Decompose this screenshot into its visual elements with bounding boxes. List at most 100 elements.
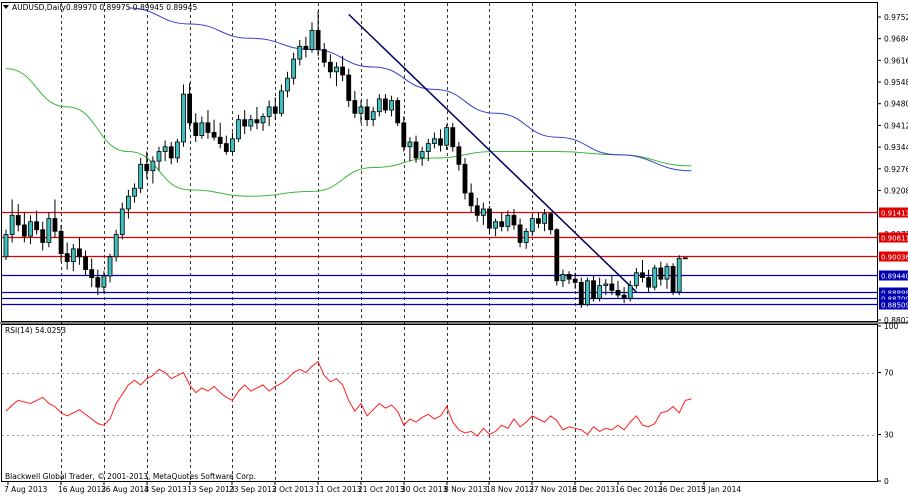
candle-body xyxy=(46,218,52,243)
candle-body xyxy=(144,163,150,172)
candle-body xyxy=(187,93,193,124)
candle-body xyxy=(174,141,180,159)
candle-body xyxy=(248,119,254,127)
candle-body xyxy=(554,229,560,282)
candle-body xyxy=(358,106,364,114)
candle-body xyxy=(395,100,401,124)
candle-body xyxy=(107,256,113,277)
symbol-header: AUDUSD,Daily 0.89970 0.89975 0.89945 0.8… xyxy=(3,3,197,12)
candle-body xyxy=(566,273,572,280)
candle-body xyxy=(560,273,566,282)
candle-body xyxy=(58,230,64,255)
chart-arrow-icon xyxy=(3,5,9,9)
candle-body xyxy=(138,163,144,189)
ma-slow-line xyxy=(128,7,692,172)
candle-body xyxy=(64,253,70,263)
time-tick-label: 13 Sep 2013 xyxy=(187,485,235,494)
candle-body xyxy=(480,208,486,216)
candle-body xyxy=(83,256,88,270)
resistance-level-line-tag xyxy=(879,232,908,243)
candle-body xyxy=(217,136,223,144)
ma-fast-line xyxy=(5,68,692,197)
candle-body xyxy=(450,127,456,148)
support-level-line-tag xyxy=(879,293,908,304)
candle-body xyxy=(505,214,511,227)
support-level-line-tag xyxy=(879,270,908,281)
candlesticks xyxy=(3,11,688,308)
candle-body xyxy=(28,221,33,237)
candle-body xyxy=(236,119,241,140)
candle-body xyxy=(181,93,186,143)
candle-body xyxy=(266,106,272,117)
time-tick-label: 11 Oct 2013 xyxy=(315,485,362,494)
candle-body xyxy=(425,143,431,152)
time-tick-label: 21 Oct 2013 xyxy=(358,485,405,494)
time-tick-label: 16 Aug 2013 xyxy=(58,485,106,494)
candle-body xyxy=(529,218,535,232)
resistance-level-line-tag-label: 0.90036 xyxy=(881,254,908,262)
time-tick-label: 18 Nov 2013 xyxy=(486,485,534,494)
candle-body xyxy=(199,122,205,137)
candle-body xyxy=(401,122,407,148)
candle-body xyxy=(585,280,590,306)
candle-body xyxy=(315,29,321,50)
candle-body xyxy=(291,58,297,79)
candle-body xyxy=(474,205,480,216)
candle-body xyxy=(413,141,419,159)
rsi-plot xyxy=(5,360,692,437)
candle-body xyxy=(676,258,682,293)
support-level-line-tag-label: 0.89440 xyxy=(881,273,908,281)
candle-body xyxy=(278,90,284,114)
candle-body xyxy=(493,221,499,229)
time-tick-label: 26 Aug 2013 xyxy=(101,485,149,494)
rsi-line xyxy=(5,360,692,437)
candle-body xyxy=(77,248,82,258)
support-level-line-tag xyxy=(879,287,908,298)
candle-body xyxy=(407,141,413,148)
candle-body xyxy=(95,277,101,288)
candle-body xyxy=(193,122,199,137)
candle-body xyxy=(389,100,394,111)
candle-body xyxy=(327,61,333,73)
candle-body xyxy=(542,213,547,224)
copyright-footer: Blackwell Global Trader, © 2001-2013, Me… xyxy=(5,472,256,481)
time-tick-label: 5 Jan 2014 xyxy=(701,485,741,494)
candle-body xyxy=(364,106,370,121)
rsi-level-lines xyxy=(2,373,877,436)
candle-body xyxy=(468,192,474,207)
candle-body xyxy=(499,221,505,227)
candle-body xyxy=(272,106,278,114)
candle-body xyxy=(652,267,658,288)
candle-body xyxy=(456,146,462,165)
resistance-level-line-tag-label: 0.90611 xyxy=(881,235,908,243)
moving-averages xyxy=(5,7,692,197)
candle-body xyxy=(205,122,211,133)
candle-body xyxy=(444,127,450,146)
rsi-axis: 100 70 30 0 xyxy=(878,322,899,486)
candle-body xyxy=(346,74,352,101)
candle-body xyxy=(419,151,425,159)
candle-body xyxy=(303,45,309,50)
candle-body xyxy=(168,146,174,159)
candle-body xyxy=(334,66,339,73)
candle-body xyxy=(132,187,137,197)
candle-body xyxy=(150,160,156,172)
candle-body xyxy=(597,285,603,299)
candle-body xyxy=(321,49,327,63)
candle-body xyxy=(260,116,266,124)
candle-body xyxy=(40,229,46,243)
trendline-layer[interactable] xyxy=(348,13,637,293)
candle-body xyxy=(285,77,290,92)
candle-body xyxy=(9,214,15,235)
time-tick-label: 6 Dec 2013 xyxy=(572,485,615,494)
resistance-level-line-tag-label: 0.91413 xyxy=(881,210,908,218)
horizontal-levels[interactable] xyxy=(2,211,878,306)
candle-body xyxy=(156,151,162,162)
rsi-pane-frame xyxy=(1,324,878,482)
support-level-line-tag xyxy=(879,299,908,310)
